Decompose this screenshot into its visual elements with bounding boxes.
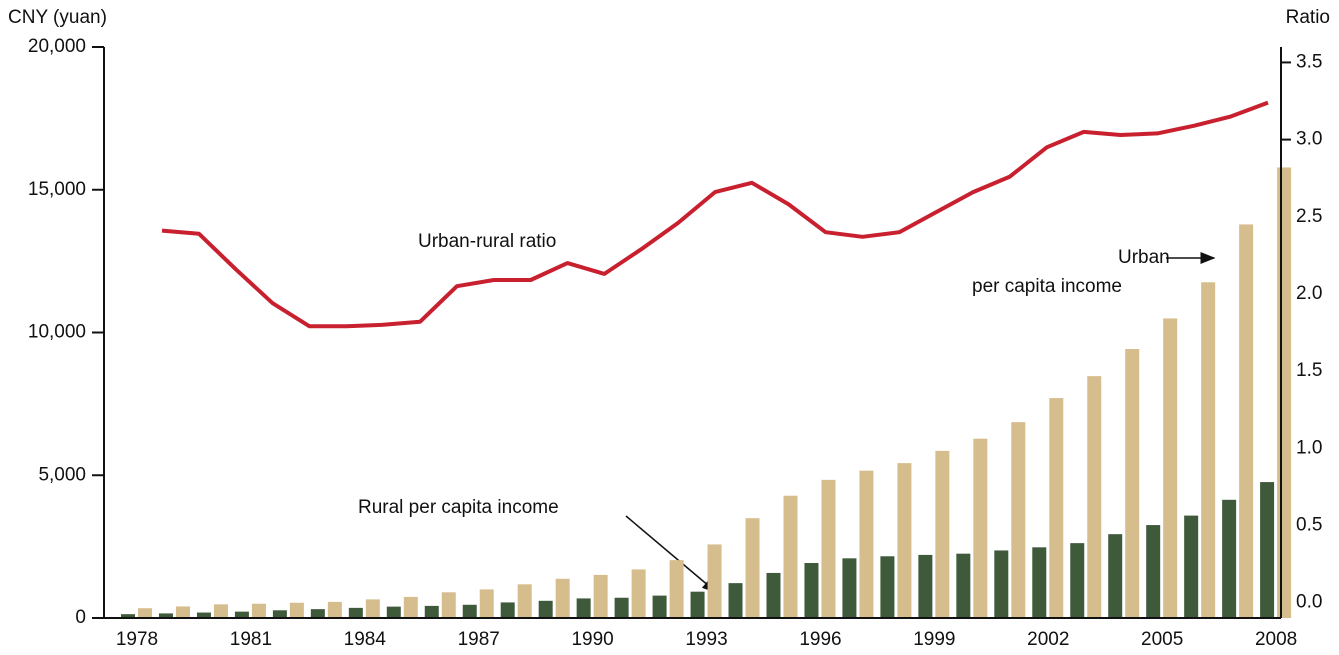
annotation: Urban: [1118, 247, 1170, 268]
bar: [745, 518, 760, 618]
bar: [234, 611, 249, 618]
bar: [500, 602, 515, 618]
y2-tick-label: 0.5: [1296, 514, 1322, 535]
bar: [251, 603, 266, 618]
bar: [348, 607, 363, 618]
x-tick-label: 1990: [571, 629, 613, 650]
y2-tick-label: 2.0: [1296, 283, 1322, 304]
bar: [121, 614, 135, 618]
bar: [652, 595, 667, 618]
bar: [479, 589, 494, 618]
bar: [956, 553, 971, 618]
bar: [1260, 482, 1275, 618]
arrow: [625, 515, 718, 593]
bar: [1011, 422, 1026, 618]
bar: [593, 574, 608, 618]
bar: [555, 578, 570, 618]
bar: [538, 600, 553, 618]
bar: [365, 599, 380, 618]
bar: [289, 602, 304, 618]
bar: [1277, 167, 1292, 618]
y2-axis-title: Ratio: [1286, 7, 1330, 28]
bar: [897, 463, 912, 618]
ratio-line: [161, 100, 1269, 329]
bar: [386, 606, 401, 618]
y2-tick-label: 2.5: [1296, 206, 1322, 227]
bar: [631, 569, 646, 618]
bar: [403, 596, 418, 618]
bar: [973, 438, 988, 618]
bar: [1239, 224, 1254, 618]
annotation: Urban-rural ratio: [418, 231, 556, 252]
bar: [576, 598, 591, 618]
bar: [310, 609, 325, 618]
bar: [213, 604, 228, 618]
x-tick-label: 1993: [685, 629, 727, 650]
x-tick-label: 1987: [458, 629, 500, 650]
x-tick-label: 1978: [116, 629, 158, 650]
bar: [272, 610, 287, 618]
bar: [462, 604, 477, 618]
bar: [1201, 282, 1216, 618]
y-tick-label: 10,000: [28, 322, 86, 343]
bar: [517, 584, 532, 618]
bar: [1146, 525, 1161, 618]
bar: [1070, 543, 1085, 618]
y-tick-label: 20,000: [28, 36, 86, 57]
bar: [880, 556, 895, 618]
x-tick-label: 2008: [1255, 629, 1297, 650]
bar: [935, 450, 950, 618]
x-tick-label: 1981: [230, 629, 272, 650]
bar: [859, 470, 874, 618]
bar: [441, 592, 456, 618]
bar: [994, 550, 1009, 618]
bar: [196, 612, 211, 618]
bar: [669, 560, 684, 618]
bar: [1222, 499, 1237, 618]
x-tick-label: 2002: [1027, 629, 1069, 650]
annotation: per capita income: [972, 276, 1122, 297]
bar: [175, 606, 190, 618]
x-tick-label: 2005: [1141, 629, 1183, 650]
y2-tick-label: 0.0: [1296, 592, 1322, 613]
y-tick-label: 0: [75, 607, 86, 628]
y-tick-label: 5,000: [38, 464, 86, 485]
bar: [138, 608, 152, 618]
x-tick-label: 1996: [799, 629, 841, 650]
bar: [766, 572, 781, 618]
bar: [424, 605, 439, 618]
annotation: Rural per capita income: [358, 497, 559, 518]
bar: [728, 583, 743, 618]
bar: [1184, 515, 1199, 618]
y-axis-title: CNY (yuan): [8, 7, 107, 28]
bar: [1125, 349, 1140, 618]
bar: [690, 591, 705, 618]
bar: [783, 495, 798, 618]
bar: [707, 544, 722, 618]
bar: [1163, 318, 1178, 618]
x-tick-label: 1984: [344, 629, 387, 650]
bar: [804, 563, 819, 618]
bar: [1087, 376, 1102, 618]
bar: [1032, 547, 1047, 618]
y2-tick-label: 1.0: [1296, 437, 1322, 458]
bar: [842, 558, 857, 618]
bar: [1108, 534, 1123, 618]
bar: [821, 479, 836, 618]
y2-tick-label: 3.0: [1296, 129, 1322, 150]
bar: [1049, 398, 1064, 618]
y-tick-label: 15,000: [28, 179, 86, 200]
bar: [327, 601, 342, 618]
bar: [158, 613, 173, 618]
bar: [918, 554, 933, 618]
x-tick-label: 1999: [913, 629, 955, 650]
y2-tick-label: 1.5: [1296, 360, 1322, 381]
y2-tick-label: 3.5: [1296, 51, 1322, 72]
bar: [614, 597, 629, 618]
